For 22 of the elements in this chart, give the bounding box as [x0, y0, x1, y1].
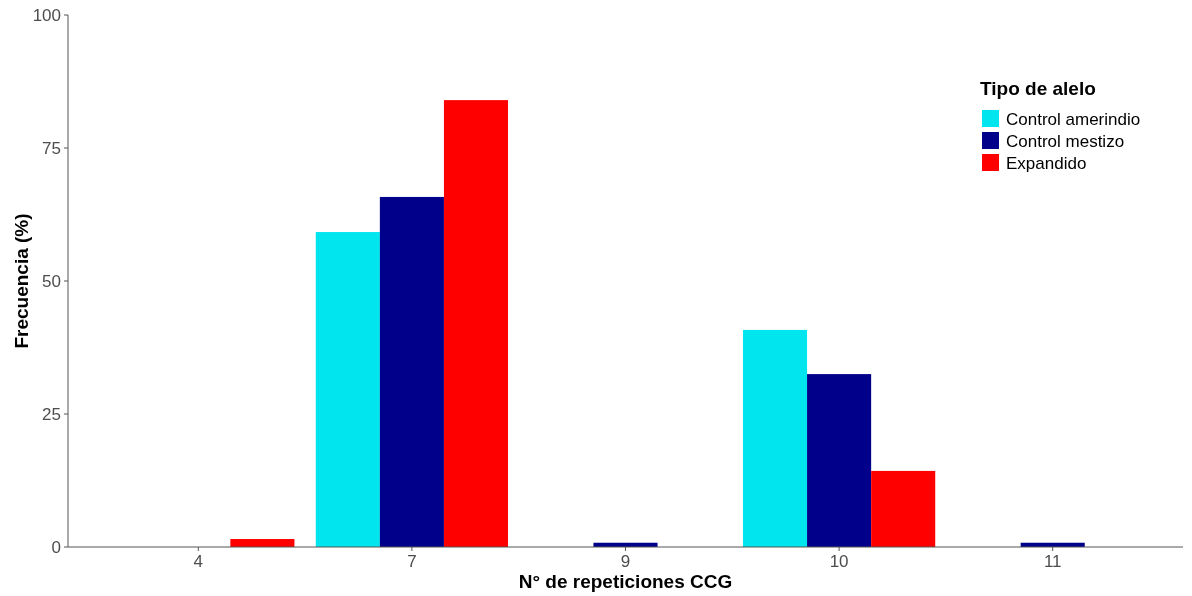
bar: [871, 470, 936, 547]
bar: [742, 329, 808, 547]
x-axis-title: N° de repeticiones CCG: [518, 571, 733, 592]
legend-title: Tipo de alelo: [980, 78, 1096, 99]
bar: [443, 100, 509, 547]
y-tick-label: 25: [42, 404, 61, 424]
bar: [807, 374, 872, 547]
legend-label: Control mestizo: [1006, 131, 1125, 151]
y-tick-label: 100: [32, 5, 61, 25]
y-tick-label: 0: [51, 537, 61, 557]
legend-label: Expandido: [1006, 153, 1087, 173]
bar: [315, 232, 380, 547]
x-tick-label: 10: [829, 552, 849, 571]
y-axis-title: Frecuencia (%): [11, 213, 32, 349]
x-tick-label: 11: [1043, 552, 1062, 571]
y-tick-label: 75: [42, 138, 61, 158]
x-tick-label: 7: [407, 552, 417, 571]
bar: [379, 196, 444, 547]
y-tick-label: 50: [42, 271, 61, 291]
x-tick-label: 4: [193, 552, 204, 571]
x-tick-label: 9: [620, 552, 631, 571]
legend-label: Control amerindio: [1006, 109, 1141, 129]
